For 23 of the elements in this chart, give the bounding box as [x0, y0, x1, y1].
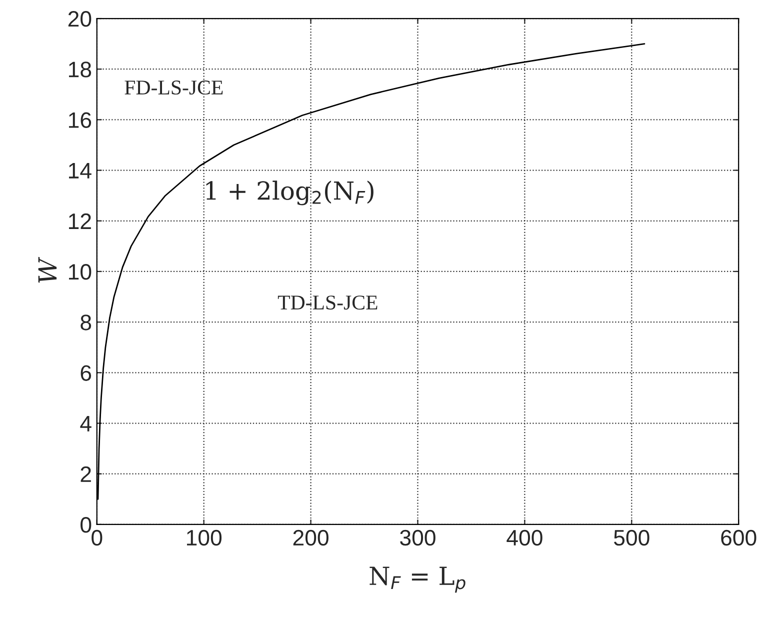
y-axis-title: W: [38, 256, 57, 283]
annotation: TD-LS-JCE: [278, 296, 378, 310]
y-tick-label: 12: [69, 213, 91, 229]
y-tick-label: 4: [80, 416, 92, 432]
x-tick-label: 0: [92, 530, 102, 546]
x-tick-label: 300: [400, 530, 436, 546]
y-tick-label: 8: [80, 314, 92, 330]
x-tick-label: 100: [187, 530, 222, 546]
y-tick-label: 20: [68, 11, 92, 27]
x-tick-label: 500: [614, 530, 650, 546]
annotation: FD-LS-JCE: [124, 80, 223, 95]
y-tick-label: 0: [80, 516, 92, 533]
x-tick-label: 400: [506, 530, 542, 546]
y-tick-label: 18: [69, 62, 92, 78]
y-tick-label: 6: [80, 365, 92, 381]
annotation: 1 + 2log$_{2}$(N$_{F}$): [206, 180, 374, 206]
y-tick-label: 16: [69, 112, 92, 128]
y-tick-label: 10: [69, 264, 92, 280]
x-axis-title: N$_{F}$ = L$_{p}$: [370, 566, 466, 593]
x-tick-label: 200: [293, 530, 328, 546]
y-tick-label: 14: [69, 163, 92, 178]
y-tick-label: 2: [80, 466, 91, 482]
x-tick-label: 600: [721, 530, 756, 546]
